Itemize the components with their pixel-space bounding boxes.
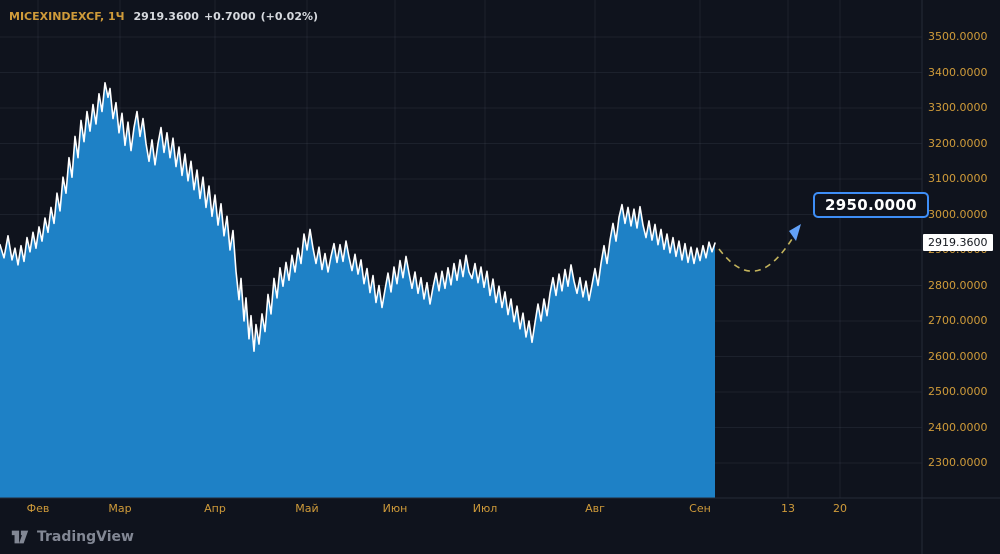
price-target-callout[interactable]: 2950.0000 bbox=[813, 192, 929, 218]
price-axis-label: 2800.0000 bbox=[928, 278, 988, 292]
time-axis-label: Сен bbox=[689, 502, 711, 515]
price-axis-label: 2600.0000 bbox=[928, 349, 988, 363]
price-axis-label: 2700.0000 bbox=[928, 314, 988, 327]
price-axis-label: 3200.0000 bbox=[928, 136, 988, 150]
time-axis-label: Июл bbox=[472, 502, 498, 515]
last-price-value: 2919.3600 bbox=[133, 10, 199, 23]
time-axis-label: 20 bbox=[833, 502, 847, 515]
price-axis[interactable]: 3500.0000 3400.0000 3300.0000 3200.0000 3100… bbox=[928, 0, 998, 498]
tradingview-logo-icon bbox=[11, 530, 29, 544]
tradingview-logo-text: TradingView bbox=[37, 529, 134, 545]
price-axis-label: 2400.0000 bbox=[928, 420, 988, 434]
price-axis-label: 3000.0000 bbox=[928, 207, 988, 221]
price-axis-label: 2500.0000 bbox=[928, 385, 988, 398]
price-axis-label: 3400.0000 bbox=[928, 65, 988, 79]
last-price-tag: 2919.3600 bbox=[923, 234, 993, 252]
price-change-percent: (+0.02%) bbox=[260, 10, 319, 23]
price-axis-label: 3500.0000 bbox=[928, 30, 988, 43]
time-axis-label: Апр bbox=[204, 502, 226, 515]
tradingview-logo[interactable]: TradingView bbox=[10, 527, 134, 547]
time-axis-label: 13 bbox=[781, 502, 795, 515]
price-axis-label: 3300.0000 bbox=[928, 101, 988, 114]
time-axis-label: Фев bbox=[26, 502, 50, 515]
symbol-name[interactable]: MICEXINDEXCF, 1Ч bbox=[9, 10, 125, 23]
time-axis[interactable]: Фев Мар Апр Май Июн Июл Авг Сен 13 20 bbox=[0, 502, 922, 518]
price-change: +0.7000 bbox=[203, 10, 256, 23]
time-axis-label: Мар bbox=[108, 502, 132, 515]
time-axis-label: Май bbox=[295, 502, 319, 515]
time-axis-label: Авг bbox=[585, 502, 605, 515]
symbol-legend[interactable]: MICEXINDEXCF, 1Ч 2919.3600 +0.7000 (+0.02%) bbox=[9, 10, 323, 23]
price-axis-label: 2300.0000 bbox=[928, 456, 988, 469]
price-axis-label: 3100.0000 bbox=[928, 172, 988, 185]
time-axis-label: Июн bbox=[382, 502, 408, 515]
